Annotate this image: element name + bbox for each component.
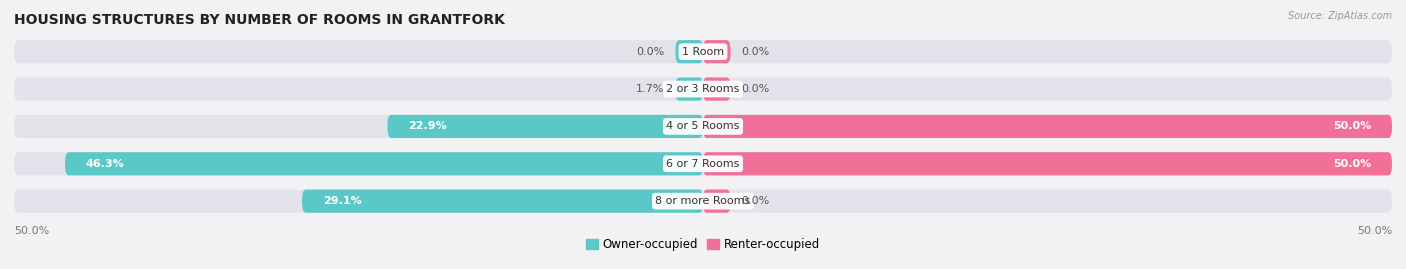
Text: 46.3%: 46.3% — [86, 159, 125, 169]
Text: Source: ZipAtlas.com: Source: ZipAtlas.com — [1288, 11, 1392, 21]
Text: 0.0%: 0.0% — [741, 84, 770, 94]
FancyBboxPatch shape — [703, 190, 731, 213]
FancyBboxPatch shape — [14, 77, 1392, 101]
FancyBboxPatch shape — [14, 40, 1392, 63]
FancyBboxPatch shape — [388, 115, 703, 138]
Text: 50.0%: 50.0% — [14, 226, 49, 236]
Text: 29.1%: 29.1% — [323, 196, 361, 206]
Text: 4 or 5 Rooms: 4 or 5 Rooms — [666, 121, 740, 132]
FancyBboxPatch shape — [14, 115, 1392, 138]
Text: 6 or 7 Rooms: 6 or 7 Rooms — [666, 159, 740, 169]
Text: 0.0%: 0.0% — [636, 47, 665, 57]
FancyBboxPatch shape — [703, 40, 731, 63]
Text: 22.9%: 22.9% — [408, 121, 447, 132]
FancyBboxPatch shape — [675, 77, 703, 101]
FancyBboxPatch shape — [703, 77, 731, 101]
Text: 0.0%: 0.0% — [741, 47, 770, 57]
FancyBboxPatch shape — [14, 190, 1392, 213]
Text: 2 or 3 Rooms: 2 or 3 Rooms — [666, 84, 740, 94]
FancyBboxPatch shape — [14, 152, 1392, 175]
FancyBboxPatch shape — [302, 190, 703, 213]
Text: 8 or more Rooms: 8 or more Rooms — [655, 196, 751, 206]
Text: HOUSING STRUCTURES BY NUMBER OF ROOMS IN GRANTFORK: HOUSING STRUCTURES BY NUMBER OF ROOMS IN… — [14, 13, 505, 27]
Text: 50.0%: 50.0% — [1333, 159, 1371, 169]
FancyBboxPatch shape — [65, 152, 703, 175]
FancyBboxPatch shape — [703, 115, 1392, 138]
Text: 1 Room: 1 Room — [682, 47, 724, 57]
Legend: Owner-occupied, Renter-occupied: Owner-occupied, Renter-occupied — [581, 234, 825, 256]
FancyBboxPatch shape — [675, 40, 703, 63]
Text: 0.0%: 0.0% — [741, 196, 770, 206]
Text: 50.0%: 50.0% — [1357, 226, 1392, 236]
Text: 1.7%: 1.7% — [636, 84, 665, 94]
Text: 50.0%: 50.0% — [1333, 121, 1371, 132]
FancyBboxPatch shape — [703, 152, 1392, 175]
